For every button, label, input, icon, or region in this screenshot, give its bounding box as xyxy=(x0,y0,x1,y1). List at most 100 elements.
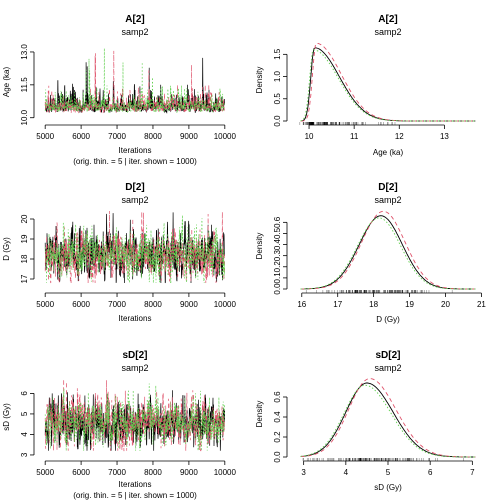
panel-d2-trace: D[2] samp2 Iterations D (Gy) 5000 6000 700… xyxy=(2,182,236,323)
x-tick-label: 10 xyxy=(305,132,314,141)
panel-subtitle: samp2 xyxy=(374,27,401,37)
y-tick-label: 0.2 xyxy=(273,261,282,273)
x-tick-label: 18 xyxy=(369,300,378,309)
x-tick-label: 20 xyxy=(441,300,450,309)
y-tick-label: 10.0 xyxy=(20,109,29,125)
x-tick-label: 6 xyxy=(428,468,433,477)
panel-title: D[2] xyxy=(125,182,144,193)
x-tick-label: 10000 xyxy=(214,300,237,309)
y-tick-label: 13.0 xyxy=(20,44,29,60)
y-tick-label: 20 xyxy=(20,214,29,223)
x-tick-label: 6000 xyxy=(72,132,90,141)
x-axis-sublabel: (orig. thin. = 5 | iter. shown = 1000) xyxy=(73,157,197,166)
x-tick-label: 16 xyxy=(297,300,306,309)
panel-title: D[2] xyxy=(378,182,397,193)
x-tick-label: 4 xyxy=(344,468,349,477)
x-tick-label: 9000 xyxy=(180,300,198,309)
panel-a2-trace: A[2] samp2 Iterations (orig. thin. = 5 |… xyxy=(2,14,236,166)
y-axis-label: Density xyxy=(255,401,264,428)
x-tick-label: 13 xyxy=(440,132,449,141)
density-curve xyxy=(300,384,476,458)
x-tick-label: 6000 xyxy=(72,468,90,477)
x-tick-label: 10000 xyxy=(214,132,237,141)
density-curve xyxy=(300,210,476,290)
y-tick-label: 0.6 xyxy=(273,216,282,228)
x-tick-label: 10000 xyxy=(214,468,237,477)
y-tick-label: 1.0 xyxy=(273,70,282,82)
density-curve xyxy=(300,215,476,290)
x-tick-label: 5 xyxy=(386,468,391,477)
y-tick-label: 6 xyxy=(20,391,29,396)
panel-sd2-density: sD[2] samp2 sD (Gy) Density 3 4 5 6 7 0.0 0.2 0… xyxy=(255,350,476,492)
x-tick-label: 7000 xyxy=(108,468,126,477)
y-tick-label: 0.6 xyxy=(273,391,282,403)
panel-a2-density: A[2] samp2 Age (ka) Density 10 11 12 13 0.0 0… xyxy=(255,14,476,157)
density-curve xyxy=(300,49,476,122)
y-tick-label: 19 xyxy=(20,234,29,243)
panel-title: sD[2] xyxy=(122,350,147,361)
y-tick-label: 18 xyxy=(20,254,29,263)
trace-line xyxy=(44,383,225,451)
density-curve xyxy=(300,217,476,290)
density-curve xyxy=(300,382,476,458)
y-tick-label: 0.2 xyxy=(273,431,282,443)
x-axis-label: Iterations xyxy=(119,314,152,323)
y-tick-label: 0.5 xyxy=(273,93,282,105)
panel-title: sD[2] xyxy=(375,350,400,361)
x-tick-label: 6000 xyxy=(72,300,90,309)
x-tick-label: 3 xyxy=(301,468,306,477)
density-curve xyxy=(300,47,476,122)
panel-subtitle: samp2 xyxy=(121,27,148,37)
density-curve xyxy=(300,42,476,122)
x-tick-label: 12 xyxy=(395,132,404,141)
trace-line xyxy=(44,215,225,284)
panel-subtitle: samp2 xyxy=(374,363,401,373)
y-tick-label: 0.4 xyxy=(273,238,282,250)
y-tick-label: 11.5 xyxy=(20,77,29,93)
y-tick-label: 0.1 xyxy=(273,272,282,284)
y-tick-label: 4 xyxy=(20,432,29,437)
x-tick-label: 8000 xyxy=(144,132,162,141)
trace-line xyxy=(44,48,225,114)
x-tick-label: 21 xyxy=(477,300,486,309)
y-axis-label: Density xyxy=(255,67,264,94)
y-tick-label: 0.5 xyxy=(273,227,282,239)
panel-subtitle: samp2 xyxy=(374,195,401,205)
y-tick-label: 5 xyxy=(20,411,29,416)
y-tick-label: 1.5 xyxy=(273,48,282,60)
y-tick-label: 0.0 xyxy=(273,283,282,295)
y-tick-label: 0.0 xyxy=(273,451,282,463)
x-tick-label: 7000 xyxy=(108,132,126,141)
x-tick-label: 8000 xyxy=(144,300,162,309)
x-axis-sublabel: (orig. thin. = 5 | iter. shown = 1000) xyxy=(73,491,197,500)
x-tick-label: 9000 xyxy=(180,132,198,141)
x-tick-label: 7000 xyxy=(108,300,126,309)
y-axis-label: Density xyxy=(255,233,264,260)
panel-subtitle: samp2 xyxy=(121,363,148,373)
y-tick-label: 0.4 xyxy=(273,411,282,423)
y-tick-label: 3 xyxy=(20,452,29,457)
panel-title: A[2] xyxy=(378,14,397,25)
panel-title: A[2] xyxy=(125,14,144,25)
density-curve xyxy=(300,378,476,458)
x-tick-label: 5000 xyxy=(36,132,54,141)
trace-line xyxy=(44,210,225,284)
panel-d2-density: D[2] samp2 D (Gy) Density 16 17 18 19 20 21 0.… xyxy=(255,182,486,324)
y-tick-label: 0.0 xyxy=(273,115,282,127)
y-axis-label: sD (Gy) xyxy=(2,403,11,431)
y-axis-label: Age (ka) xyxy=(2,67,11,98)
x-tick-label: 11 xyxy=(350,132,359,141)
panel-sd2-trace: sD[2] samp2 Iterations (orig. thin. = 5 … xyxy=(2,350,236,500)
panel-subtitle: samp2 xyxy=(121,195,148,205)
x-axis-label: sD (Gy) xyxy=(374,483,402,492)
x-tick-label: 19 xyxy=(405,300,414,309)
y-tick-label: 0.3 xyxy=(273,250,282,262)
x-tick-label: 5000 xyxy=(36,468,54,477)
x-axis-label: Age (ka) xyxy=(373,148,404,157)
x-tick-label: 8000 xyxy=(144,468,162,477)
x-tick-label: 7 xyxy=(470,468,475,477)
y-tick-label: 17 xyxy=(20,274,29,283)
x-axis-label: Iterations xyxy=(119,480,152,489)
x-axis-label: Iterations xyxy=(119,146,152,155)
